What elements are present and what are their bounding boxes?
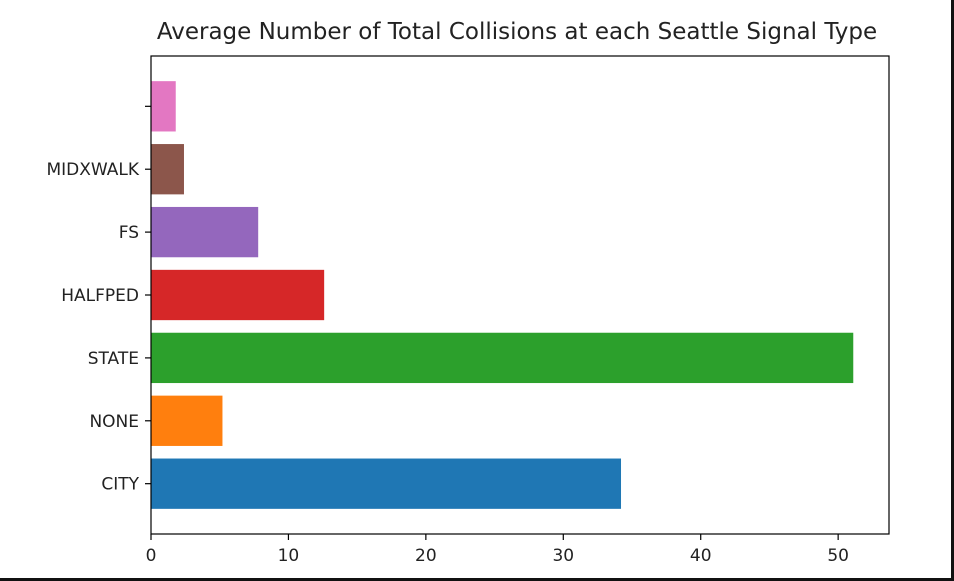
x-axis: 0 10 20 30 40 50 xyxy=(146,534,849,566)
y-tick-label: FS xyxy=(119,223,139,243)
bar-fs xyxy=(151,206,259,258)
bar-none xyxy=(151,395,223,446)
bars-layer xyxy=(151,81,854,509)
x-tick-label: 30 xyxy=(552,546,574,566)
y-tick-label: HALFPED xyxy=(61,286,139,306)
bar-state xyxy=(151,332,854,384)
x-tick-label: 40 xyxy=(690,546,712,566)
y-axis: CITY NONE STATE HALFPED FS MIDXWALK xyxy=(46,105,151,495)
y-tick-label: STATE xyxy=(88,349,139,369)
x-tick-label: 0 xyxy=(146,546,157,566)
bar-midxwalk xyxy=(151,144,184,195)
bar-city xyxy=(151,458,622,509)
bar-unlabeled xyxy=(151,81,176,132)
chart-title: Average Number of Total Collisions at ea… xyxy=(157,19,877,45)
x-tick-label: 10 xyxy=(278,546,300,566)
y-tick-label: CITY xyxy=(101,475,139,495)
y-tick-label: MIDXWALK xyxy=(46,160,139,180)
x-tick-label: 20 xyxy=(415,546,437,566)
bar-halfped xyxy=(151,269,325,321)
y-tick-label: NONE xyxy=(89,412,139,432)
x-tick-label: 50 xyxy=(827,546,849,566)
